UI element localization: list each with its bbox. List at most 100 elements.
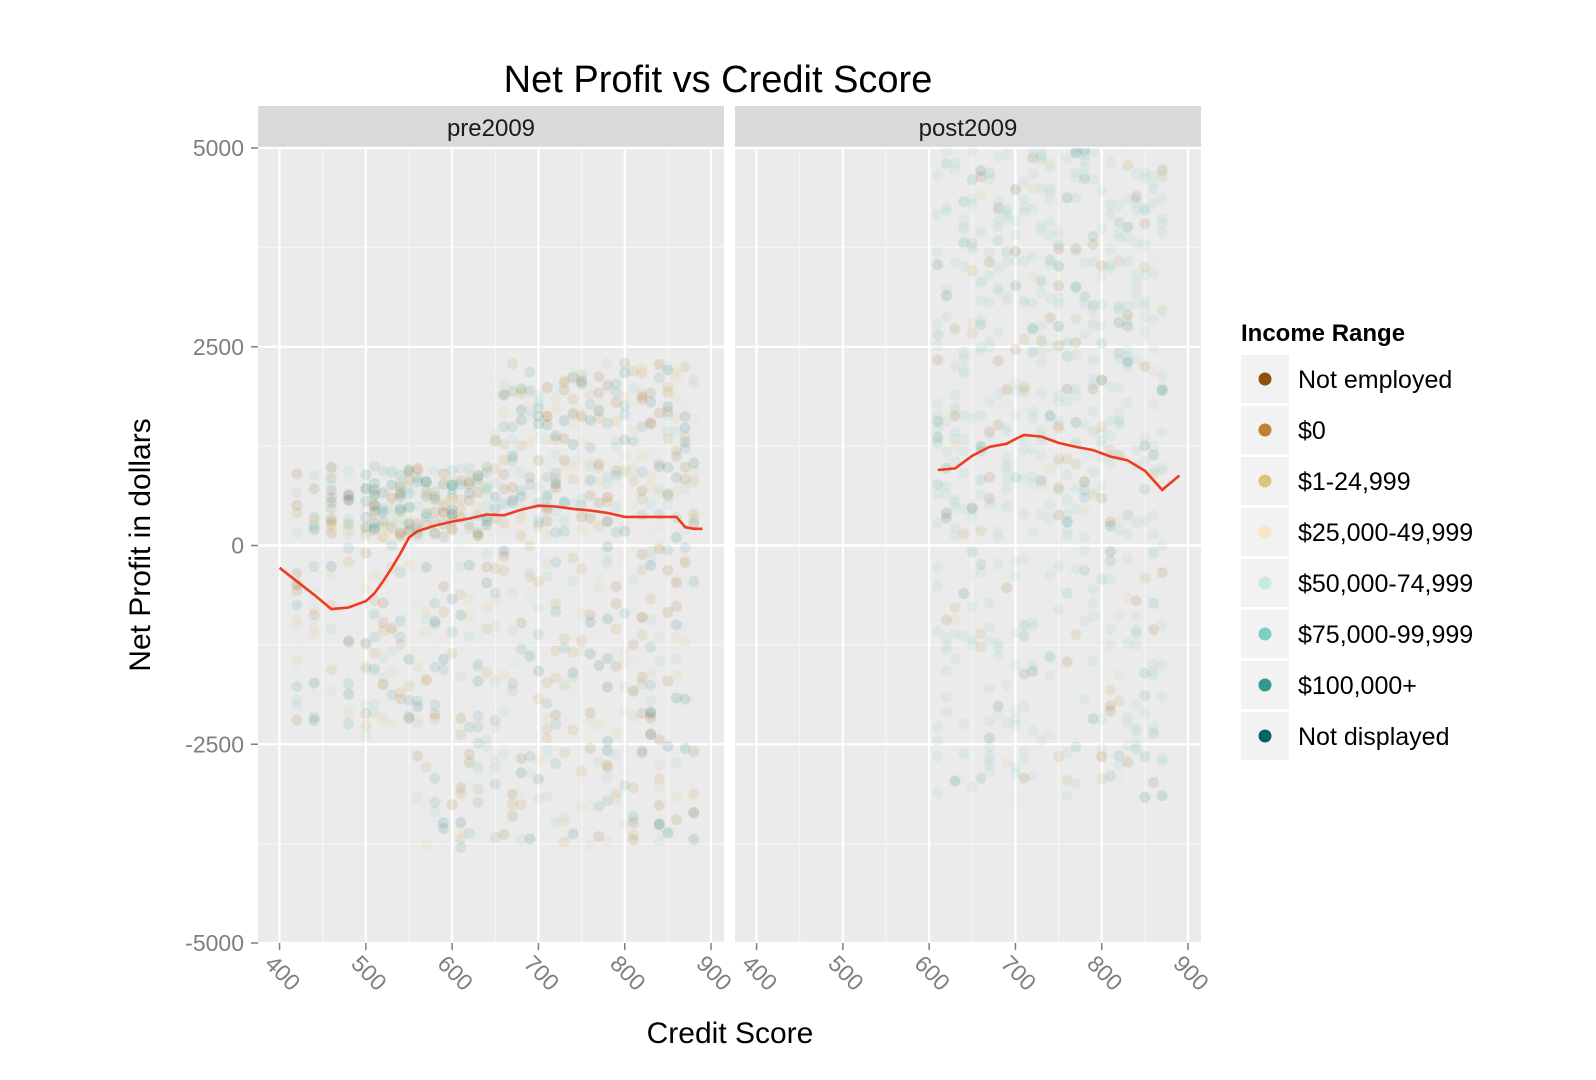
data-point [498,468,510,480]
data-point [463,478,475,490]
data-point [992,205,1004,217]
data-point [377,521,389,533]
data-point [636,509,648,521]
data-point [1027,271,1039,283]
data-point [1053,414,1065,426]
data-point [975,319,987,331]
data-point [386,466,398,478]
data-point [619,400,631,412]
data-point [1070,245,1082,257]
data-point [949,405,961,417]
data-point [343,473,355,485]
data-point [940,290,952,302]
data-point [653,835,665,847]
data-point [645,416,657,428]
data-point [463,757,475,769]
data-point [438,630,450,642]
data-point [498,545,510,557]
data-point [1053,481,1065,493]
data-point [1079,693,1090,705]
data-point [619,391,631,403]
data-point [550,477,562,489]
data-point [429,493,441,505]
data-point [1096,492,1108,504]
data-point [446,799,458,811]
data-point [584,715,596,727]
data-point [420,606,432,618]
data-point [636,548,648,560]
data-point [420,839,432,851]
data-point [1009,385,1021,397]
data-point [1027,339,1039,351]
data-point [1001,582,1013,594]
data-point [602,795,613,807]
data-point [1044,258,1056,270]
data-point [576,376,588,388]
data-point [1104,430,1116,442]
data-point [472,477,484,489]
data-point [550,484,562,496]
data-point [1156,305,1168,317]
data-point [949,496,961,508]
data-point [1009,471,1021,483]
data-point [446,524,458,536]
data-point [498,421,510,433]
data-point [369,663,380,675]
data-point [1035,275,1047,287]
data-point [524,571,536,583]
data-point [593,458,605,470]
data-point [524,641,536,653]
data-point [1087,148,1099,158]
data-point [602,496,613,508]
data-point [679,557,691,569]
data-point [940,512,952,524]
data-point [671,619,683,631]
data-point [567,375,579,387]
data-point [1104,555,1116,567]
data-point [1053,389,1065,401]
data-point [455,727,467,739]
data-point [1079,148,1090,156]
data-point [1139,652,1151,664]
data-point [1104,684,1116,696]
data-point [1018,772,1030,784]
y-tick-label: -5000 [185,930,244,956]
data-point [446,647,458,659]
data-point [688,683,700,695]
data-point [386,492,398,504]
data-point [1148,721,1160,733]
data-point [966,243,978,255]
data-point [438,463,450,475]
data-point [653,372,665,384]
data-point [653,781,665,793]
data-point [610,502,622,514]
data-point [1096,427,1108,439]
data-point [489,503,501,515]
data-point [984,426,996,438]
data-point [386,509,398,521]
data-point [636,745,648,757]
data-point [671,472,683,484]
data-point [558,747,570,759]
data-point [1096,750,1108,762]
data-point [1087,584,1099,596]
data-point [1053,292,1065,304]
data-point [1122,344,1134,356]
data-point [403,483,415,495]
data-point [515,384,527,396]
data-point [377,520,389,532]
data-point [481,461,493,473]
data-point [584,510,596,522]
data-point [966,317,978,329]
data-point [386,504,398,516]
data-point [576,470,588,482]
data-point [1070,148,1082,156]
data-point [966,173,978,185]
data-point [584,799,596,811]
data-point [1018,619,1030,631]
data-point [576,436,588,448]
data-point [1053,317,1065,329]
data-point [515,798,527,810]
data-point [593,831,605,843]
data-point [1104,700,1116,712]
